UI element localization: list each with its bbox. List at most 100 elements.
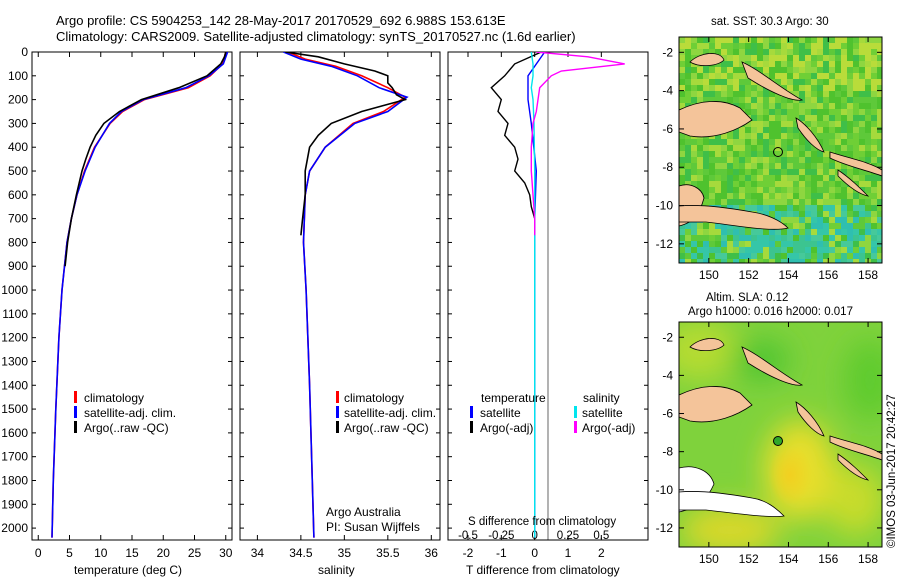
sst-pixel [763, 169, 769, 175]
sst-pixel [721, 85, 727, 91]
sst-pixel [829, 139, 835, 145]
sst-pixel [817, 85, 823, 91]
sst-pixel [859, 151, 865, 157]
sst-pixel [823, 133, 829, 139]
sst-pixel [691, 73, 697, 79]
sst-pixel [769, 229, 775, 235]
sst-pixel [727, 181, 733, 187]
sst-pixel [715, 79, 721, 85]
sst-pixel [709, 223, 715, 229]
map-lat-tick-label: -6 [662, 122, 673, 136]
sst-pixel [685, 85, 691, 91]
sst-pixel [721, 187, 727, 193]
sst-pixel [811, 127, 817, 133]
sst-pixel [739, 61, 745, 67]
sst-pixel [835, 241, 841, 247]
legend-swatch-sal-satellite [574, 406, 577, 418]
sst-pixel [829, 73, 835, 79]
sst-pixel [871, 193, 877, 199]
sst-pixel [877, 139, 882, 145]
depth-tick-label: 1000 [1, 283, 28, 297]
sal-diff-tick-label: -0.5 [458, 530, 478, 542]
sst-pixel [775, 115, 781, 121]
map-lat-tick-label: -10 [656, 199, 674, 213]
sst-pixel [847, 145, 853, 151]
sst-pixel [853, 223, 859, 229]
sst-pixel [835, 187, 841, 193]
sst-pixel [829, 199, 835, 205]
sst-pixel [721, 37, 727, 43]
sst-pixel [697, 49, 703, 55]
salinity-x-tick-label: 35.5 [376, 546, 400, 560]
sst-pixel [739, 79, 745, 85]
sst-pixel [775, 181, 781, 187]
sst-pixel [679, 43, 685, 49]
sst-pixel [829, 157, 835, 163]
sst-pixel [757, 175, 763, 181]
sst-pixel [829, 247, 835, 253]
sst-pixel [751, 109, 757, 115]
sst-pixel [829, 229, 835, 235]
sst-pixel [817, 169, 823, 175]
sst-pixel [871, 103, 877, 109]
sst-pixel [691, 163, 697, 169]
sst-pixel [685, 181, 691, 187]
sst-pixel [823, 187, 829, 193]
sst-pixel [847, 55, 853, 61]
sst-pixel [877, 103, 882, 109]
sst-pixel [853, 139, 859, 145]
sst-pixel [865, 145, 871, 151]
depth-tick-label: 1600 [1, 426, 28, 440]
sst-pixel [757, 259, 763, 263]
sst-pixel [727, 145, 733, 151]
sst-pixel [733, 157, 739, 163]
sst-pixel [817, 97, 823, 103]
sst-pixel [871, 253, 877, 259]
sst-pixel [877, 211, 882, 217]
sst-pixel [859, 217, 865, 223]
sst-pixel [757, 253, 763, 259]
sst-pixel [865, 73, 871, 79]
sst-pixel [733, 187, 739, 193]
sst-pixel [811, 241, 817, 247]
sst-pixel [865, 205, 871, 211]
sst-pixel [877, 73, 882, 79]
sst-pixel [769, 73, 775, 79]
sst-pixel [727, 43, 733, 49]
sst-pixel [697, 157, 703, 163]
sst-pixel [841, 85, 847, 91]
sal-diff-tick-label: 0.5 [593, 530, 609, 542]
sst-pixel [859, 133, 865, 139]
temperature-climatology-line [51, 52, 227, 538]
depth-tick-label: 1700 [1, 450, 28, 464]
sst-pixel [781, 121, 787, 127]
sst-pixel [691, 139, 697, 145]
sst-pixel [745, 187, 751, 193]
sst-pixel [751, 55, 757, 61]
sst-pixel [859, 223, 865, 229]
sst-pixel [787, 115, 793, 121]
sst-pixel [799, 115, 805, 121]
sst-pixel [877, 181, 882, 187]
sst-pixel [799, 253, 805, 259]
sst-pixel [871, 85, 877, 91]
sst-pixel [805, 55, 811, 61]
sst-pixel [817, 217, 823, 223]
sst-pixel [859, 37, 865, 43]
sst-pixel [733, 37, 739, 43]
credit-pi: PI: Susan Wijffels [326, 520, 420, 534]
sst-pixel [859, 67, 865, 73]
depth-tick-label: 300 [8, 116, 28, 130]
sst-pixel [691, 169, 697, 175]
sst-pixel [865, 139, 871, 145]
sst-pixel [835, 175, 841, 181]
sst-pixel [805, 91, 811, 97]
sst-pixel [685, 247, 691, 253]
sst-pixel [703, 181, 709, 187]
sst-pixel [871, 241, 877, 247]
sst-pixel [817, 115, 823, 121]
sst-pixel [679, 91, 685, 97]
sst-pixel [793, 67, 799, 73]
sst-pixel [727, 199, 733, 205]
sst-pixel [823, 223, 829, 229]
